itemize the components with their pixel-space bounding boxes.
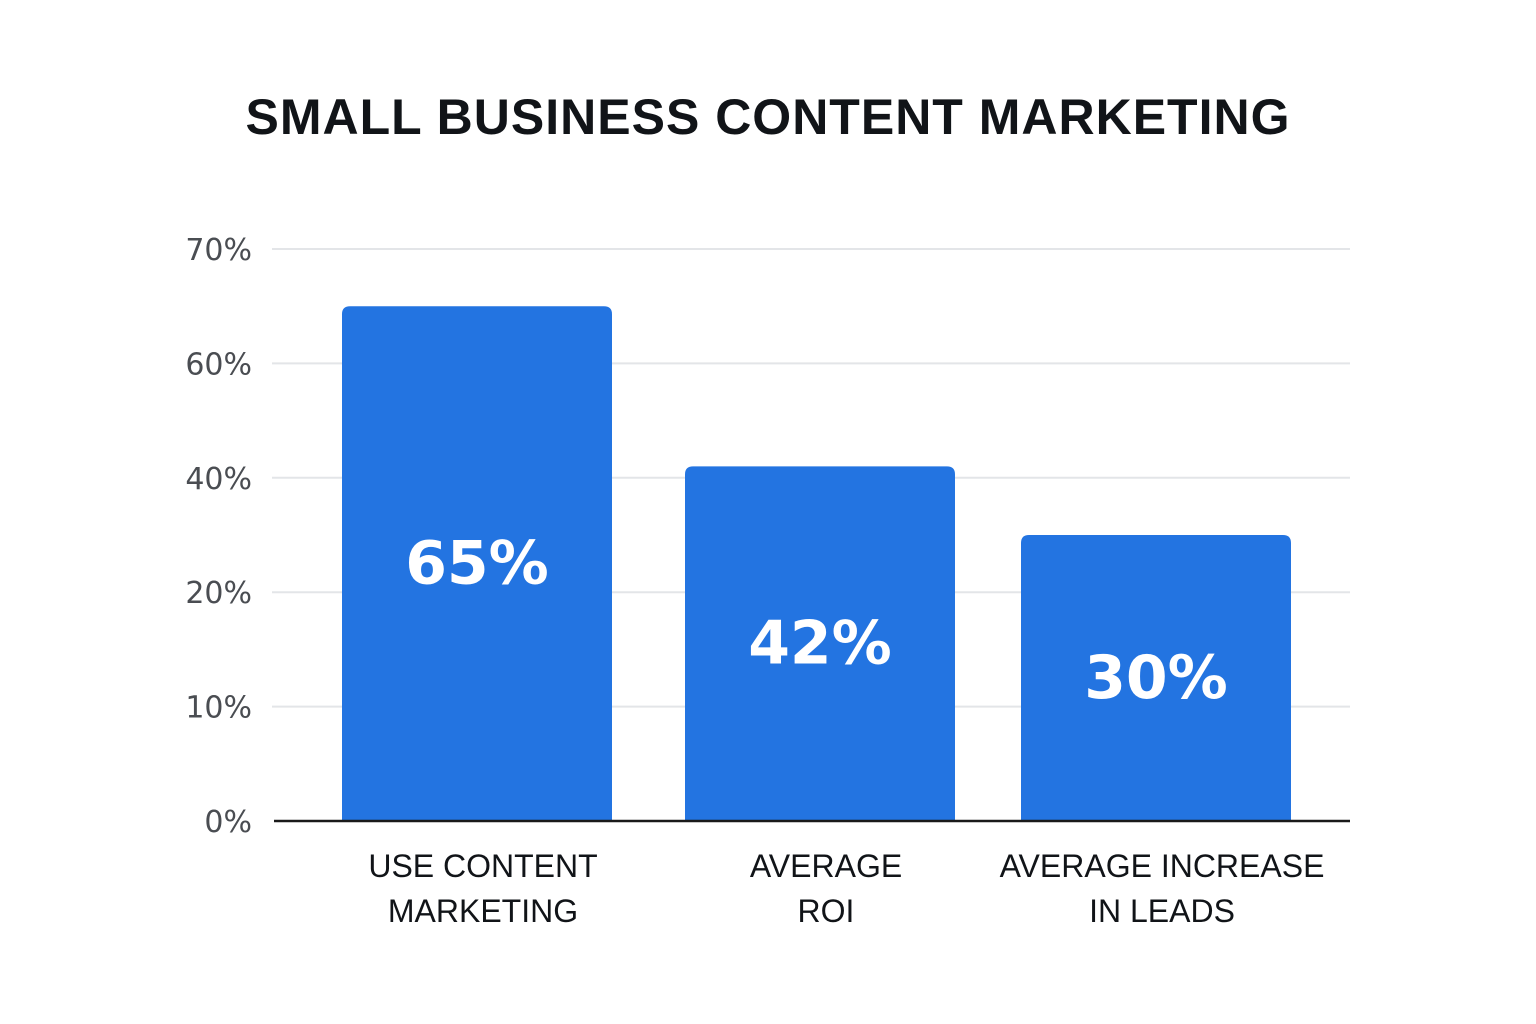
y-tick-label: 70% <box>185 233 252 268</box>
bar <box>685 466 955 821</box>
x-category-label: AVERAGE <box>750 848 902 884</box>
y-tick-label: 0% <box>204 805 252 840</box>
x-category-label: USE CONTENT <box>368 848 597 884</box>
y-tick-label: 10% <box>185 691 252 726</box>
bar-value-label: 42% <box>748 609 892 679</box>
x-category-label: MARKETING <box>388 893 578 929</box>
x-category-label: AVERAGE INCREASE <box>1000 848 1325 884</box>
chart-title: SMALL BUSINESS CONTENT MARKETING <box>245 89 1291 145</box>
bar-value-label: 65% <box>405 529 549 599</box>
y-tick-label: 40% <box>185 462 252 497</box>
bars <box>342 306 1291 821</box>
bar <box>1021 535 1291 821</box>
x-category-label: IN LEADS <box>1089 893 1235 929</box>
bar-value-label: 30% <box>1084 643 1228 713</box>
bar <box>342 306 612 821</box>
y-tick-label: 60% <box>185 347 252 382</box>
labels: 0% 10% 20% 40% 60% 70% 65% USE CONTENT MARKETING… <box>185 233 1324 929</box>
x-category-label: ROI <box>798 893 855 929</box>
y-tick-label: 20% <box>185 576 252 611</box>
